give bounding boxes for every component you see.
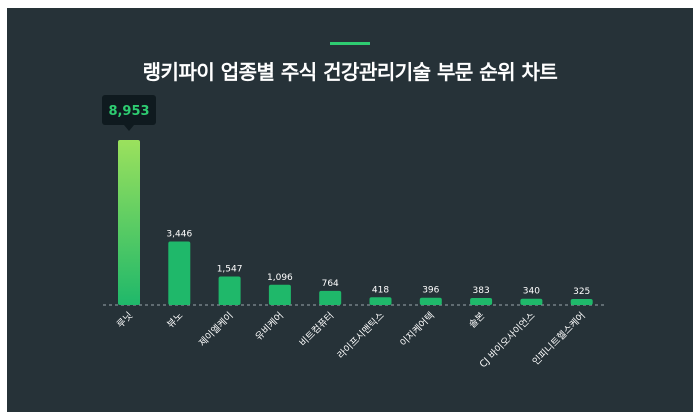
category-label-2: 뷰노 xyxy=(165,310,185,330)
bar-7[interactable] xyxy=(419,297,442,305)
tooltip-pointer xyxy=(124,125,134,131)
accent-bar xyxy=(330,42,370,45)
bar-9[interactable] xyxy=(520,298,543,305)
bar-5[interactable] xyxy=(319,290,342,305)
bar-4[interactable] xyxy=(268,284,291,305)
value-label-9: 340 xyxy=(523,287,540,297)
category-label-1: 루닛 xyxy=(115,310,135,330)
value-label-2: 3,446 xyxy=(166,229,192,239)
bar-2[interactable] xyxy=(168,241,191,305)
value-label-3: 1,547 xyxy=(217,264,243,274)
category-label-10: 인피니트헬스케어 xyxy=(531,310,588,367)
bar-10[interactable] xyxy=(570,299,593,305)
value-label-4: 1,096 xyxy=(267,273,293,283)
value-label-10: 325 xyxy=(573,287,590,297)
category-label-6: 라이프시맨틱스 xyxy=(335,309,387,361)
chart-title: 랭키파이 업종별 주식 건강관리기술 부문 순위 차트 xyxy=(142,60,558,84)
category-label-5: 비트컴퓨터 xyxy=(297,310,336,349)
value-label-1: 8,953 xyxy=(108,104,149,119)
category-label-7: 이지케어텍 xyxy=(398,310,437,349)
bar-1[interactable] xyxy=(118,140,140,305)
value-label-6: 418 xyxy=(372,285,389,295)
bar-6[interactable] xyxy=(369,297,392,305)
category-label-8: 솔본 xyxy=(467,310,487,330)
value-label-5: 764 xyxy=(322,279,339,289)
value-label-8: 383 xyxy=(473,286,490,296)
highlight-tooltip xyxy=(102,95,156,125)
category-label-3: 제이엘케이 xyxy=(197,310,236,349)
value-label-7: 396 xyxy=(422,286,439,296)
category-label-4: 유비케어 xyxy=(254,310,287,343)
bar-8[interactable] xyxy=(470,297,493,305)
bar-3[interactable] xyxy=(218,276,241,305)
